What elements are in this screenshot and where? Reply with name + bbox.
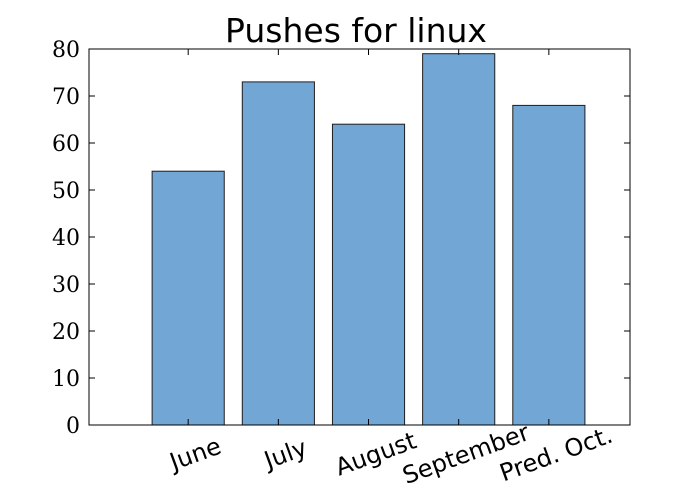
y-tick-label-40: 40 bbox=[52, 226, 80, 251]
y-tick-label-60: 60 bbox=[52, 132, 80, 157]
y-tick-label-10: 10 bbox=[52, 367, 80, 392]
y-tick-label-80: 80 bbox=[52, 38, 80, 63]
bar-september bbox=[422, 53, 496, 426]
y-axis-tick-labels: 0 10 20 30 40 50 60 70 80 bbox=[52, 38, 80, 439]
bar-august bbox=[331, 123, 406, 426]
x-tick-label-june: June bbox=[164, 432, 225, 477]
bar-pred-oct bbox=[512, 104, 586, 426]
bar-july bbox=[241, 81, 315, 426]
y-tick-label-20: 20 bbox=[52, 320, 80, 345]
x-tick-label-july: July bbox=[259, 433, 311, 475]
y-tick-label-30: 30 bbox=[52, 273, 80, 298]
bar-june bbox=[151, 170, 225, 426]
y-tick-label-0: 0 bbox=[66, 414, 80, 439]
bar-group bbox=[151, 53, 586, 426]
axes-frame bbox=[88, 48, 631, 426]
y-tick-label-50: 50 bbox=[52, 179, 80, 204]
chart-title: Pushes for linux bbox=[225, 11, 487, 50]
y-tick-label-70: 70 bbox=[52, 85, 80, 110]
